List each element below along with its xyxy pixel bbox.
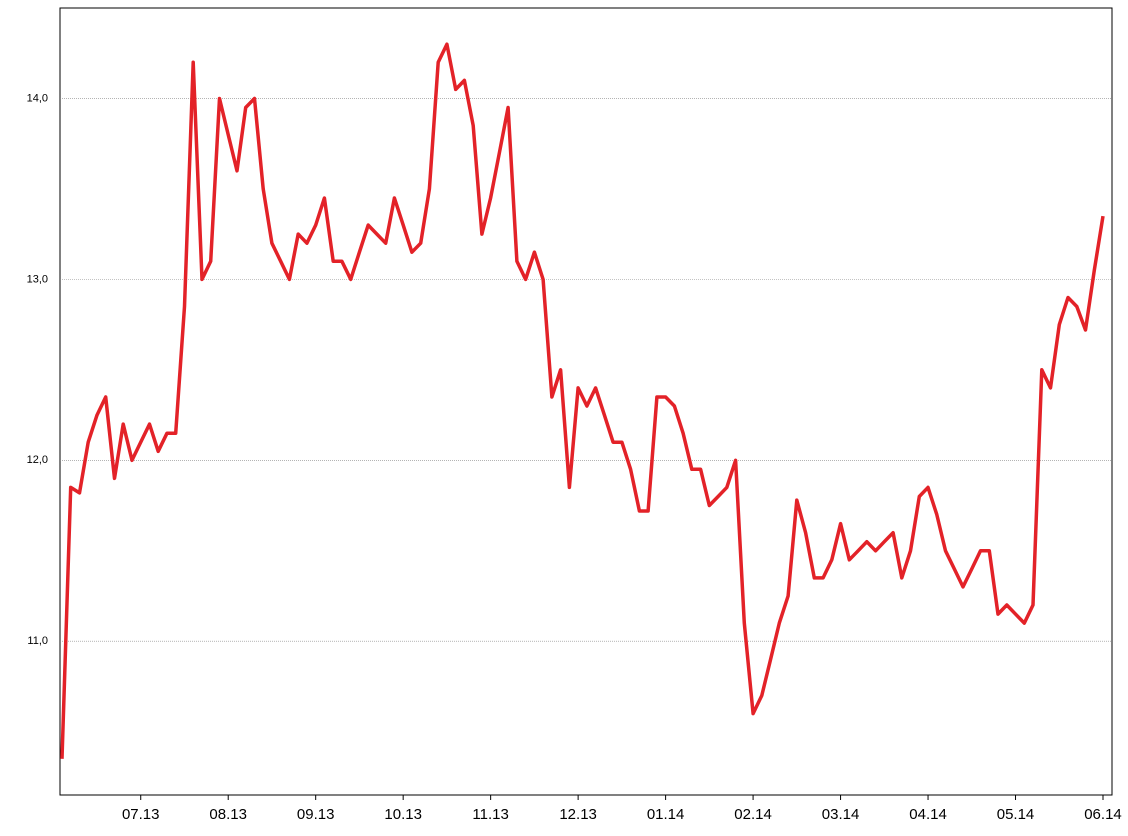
- x-tick-label: 09.13: [297, 806, 335, 823]
- x-tick-label: 01.14: [647, 806, 685, 823]
- x-tick-label: 08.13: [209, 806, 247, 823]
- x-tick-label: 02.14: [734, 806, 772, 823]
- x-tick-label: 10.13: [384, 806, 422, 823]
- x-tick-label: 11.13: [472, 806, 508, 823]
- x-tick-label: 04.14: [909, 806, 947, 823]
- y-tick-label: 12,0: [27, 454, 48, 466]
- x-tick-label: 03.14: [822, 806, 860, 823]
- x-tick-label: 07.13: [122, 806, 160, 823]
- y-tick-label: 11,0: [27, 635, 48, 647]
- y-tick-label: 13,0: [27, 273, 48, 285]
- x-tick-label: 05.14: [997, 806, 1035, 823]
- price-line: [60, 42, 1105, 759]
- y-tick-label: 14,0: [27, 92, 48, 104]
- x-tick-label: 12.13: [559, 806, 597, 823]
- x-tick-label: 06.14: [1084, 806, 1122, 823]
